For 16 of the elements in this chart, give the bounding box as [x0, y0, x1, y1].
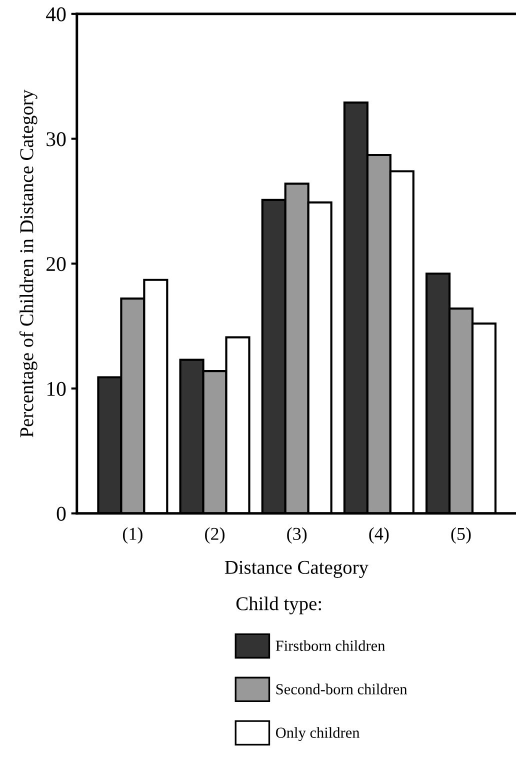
y-tick-label: 20: [46, 257, 66, 272]
x-tick-label: (2): [205, 527, 225, 544]
y-tick-label: 10: [47, 382, 66, 396]
x-tick-label: (1): [122, 527, 142, 544]
y-tick-label: 40: [46, 7, 66, 22]
y-tick-label: 0: [56, 506, 66, 521]
legend-title: Child type:: [236, 596, 322, 614]
legend-label: Only children: [276, 727, 360, 742]
x-tick-label: (4): [369, 527, 389, 544]
y-axis-title: Percentage of Children in Distance Category: [19, 90, 38, 438]
x-axis-title: Distance Category: [224, 560, 368, 578]
x-tick-label: (5): [451, 527, 471, 544]
y-tick-label: 30: [46, 132, 66, 146]
x-tick-label: (3): [287, 527, 307, 544]
legend-label: Second-born children: [276, 684, 408, 694]
legend-label: Firstborn children: [276, 640, 386, 651]
